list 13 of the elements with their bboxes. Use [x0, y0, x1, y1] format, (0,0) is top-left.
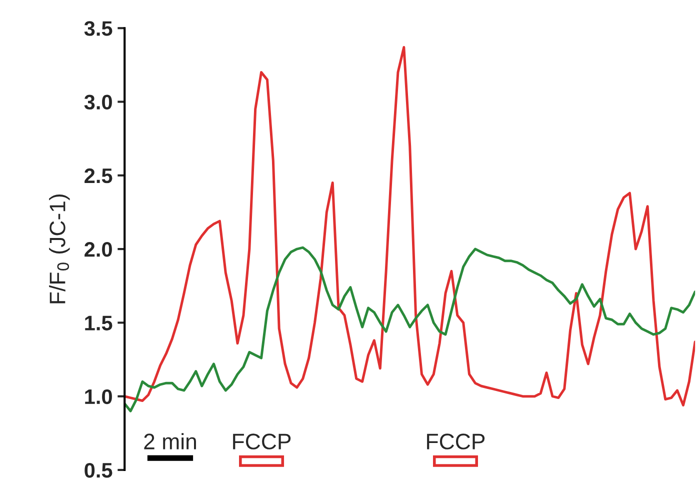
- annotation: FCCP: [427, 434, 485, 450]
- annotation: 2 min: [144, 433, 196, 450]
- y-tick-label: 1.0: [85, 389, 112, 404]
- y-tick-label: 3.0: [84, 94, 112, 110]
- y-axis-title: F/F$_{0}$ (JC-1): [49, 194, 70, 304]
- y-tick-label: 1.5: [85, 316, 112, 330]
- line-series: [124, 46, 696, 406]
- y-tick-label: 2.0: [84, 242, 112, 257]
- annotation: FCCP: [233, 434, 291, 450]
- y-tick-label: 2.5: [84, 168, 112, 184]
- y-tick-label: 0.5: [84, 462, 112, 478]
- line-series: [124, 246, 696, 412]
- y-tick-label: 3.5: [84, 21, 112, 36]
